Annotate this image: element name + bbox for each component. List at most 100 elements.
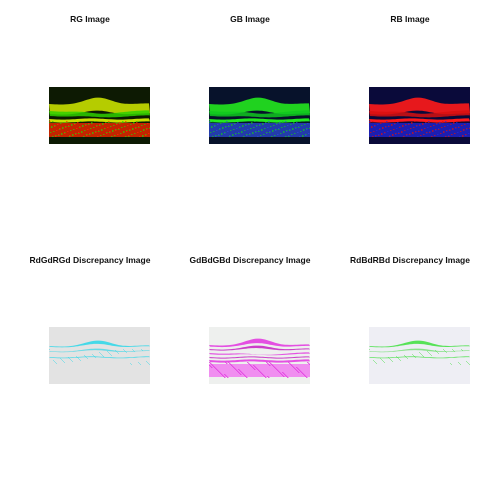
speckle (242, 125, 244, 126)
speckle (73, 129, 75, 130)
speckle (95, 132, 97, 133)
speckle (63, 361, 64, 362)
speckle (100, 135, 102, 136)
speckle (448, 136, 450, 137)
speckle (238, 132, 240, 133)
speckle (296, 122, 298, 123)
speckle (446, 352, 447, 353)
speckle (226, 376, 228, 377)
speckle (86, 135, 88, 136)
speckle (290, 124, 292, 125)
speckle (65, 127, 67, 128)
speckle (230, 130, 232, 131)
speckle (294, 368, 296, 369)
retina-gap (49, 115, 150, 120)
speckle (288, 362, 290, 363)
speckle (77, 122, 79, 123)
speckle (138, 362, 139, 363)
speckle (299, 370, 301, 371)
speckle (399, 127, 401, 128)
speckle (282, 122, 284, 123)
speckle (430, 126, 432, 127)
speckle (402, 125, 404, 126)
speckle (263, 134, 265, 135)
speckle (429, 353, 430, 354)
speckle (215, 136, 217, 137)
speckle (277, 134, 279, 135)
speckle (248, 124, 250, 125)
speckle (106, 132, 108, 133)
speckle (461, 349, 462, 350)
speckle (264, 128, 266, 129)
speckle (139, 121, 141, 122)
speckle (309, 364, 310, 365)
speckle (133, 122, 135, 123)
speckle (219, 129, 221, 130)
speckle (386, 121, 388, 122)
speckle (411, 123, 413, 124)
speckle (273, 366, 275, 367)
speckle (235, 369, 237, 370)
speckle (293, 122, 295, 123)
speckle (286, 130, 288, 131)
speckle (213, 131, 215, 132)
speckle (442, 122, 444, 123)
speckle (133, 123, 135, 124)
speckle (102, 123, 104, 124)
speckle (446, 130, 448, 131)
speckle (297, 368, 299, 369)
speckle (128, 136, 130, 137)
speckle (64, 362, 65, 363)
speckle (236, 128, 238, 129)
speckle (231, 124, 233, 125)
speckle (370, 132, 372, 133)
speckle (257, 136, 259, 137)
speckle (302, 373, 304, 374)
speckle (466, 129, 468, 130)
speckle (209, 121, 211, 122)
speckle (224, 132, 226, 133)
speckle (416, 126, 418, 127)
speckle (389, 136, 391, 137)
speckle (276, 124, 278, 125)
speckle (244, 130, 246, 131)
speckle (58, 135, 60, 136)
speckle (304, 375, 306, 376)
speckle (449, 130, 451, 131)
speckle (297, 132, 299, 133)
speckle (139, 363, 140, 364)
speckle (253, 365, 255, 366)
speckle (259, 124, 261, 125)
speckle (278, 128, 280, 129)
speckle (270, 126, 272, 127)
speckle (381, 359, 382, 360)
speckle (211, 126, 213, 127)
speckle (256, 368, 258, 369)
speckle (301, 372, 303, 373)
speckle (81, 132, 83, 133)
speckle (469, 364, 470, 365)
speckle (55, 362, 56, 363)
speckle (62, 360, 63, 361)
speckle (430, 354, 431, 355)
speckle (212, 365, 214, 366)
speckle (433, 125, 435, 126)
speckle (262, 374, 264, 375)
speckle (395, 133, 397, 134)
image-canvas (209, 327, 310, 384)
speckle (379, 128, 381, 129)
speckle (136, 122, 138, 123)
speckle (58, 134, 60, 135)
speckle (309, 128, 310, 129)
speckle (228, 125, 230, 126)
speckle (408, 123, 410, 124)
speckle (401, 132, 403, 133)
speckle (279, 123, 281, 124)
discrepancy-line (209, 356, 310, 359)
speckle (412, 132, 414, 133)
speckle (84, 130, 86, 131)
speckle (134, 351, 135, 352)
speckle (82, 125, 84, 126)
speckle (249, 133, 251, 134)
speckle (275, 368, 277, 369)
